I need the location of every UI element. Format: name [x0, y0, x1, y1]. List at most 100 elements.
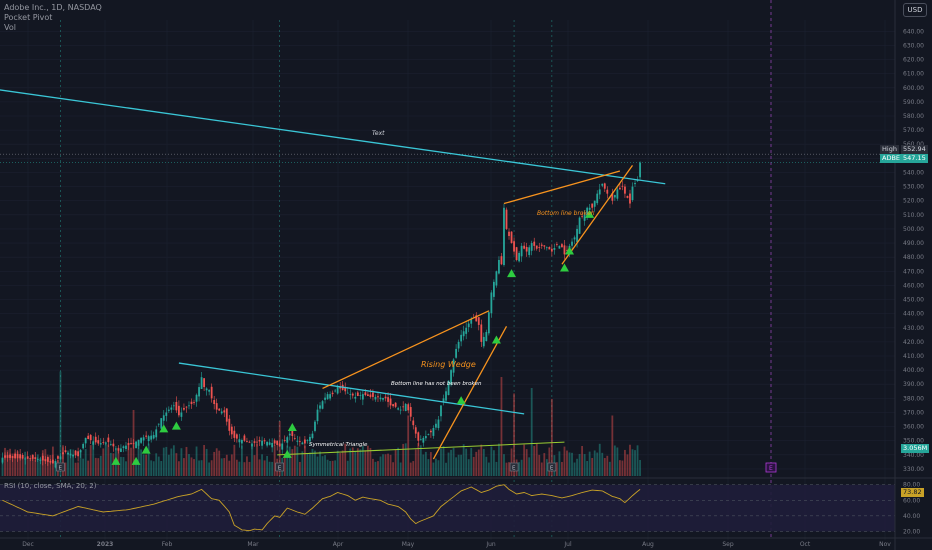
candle-body [298, 441, 301, 442]
trendline-recent-wedge-upper [503, 170, 621, 205]
candle-body [624, 186, 626, 194]
volume-bar [619, 460, 621, 476]
candle-body [150, 435, 153, 440]
candle-body [404, 404, 407, 412]
volume-bar [500, 377, 503, 476]
candle-body [44, 459, 47, 462]
volume-bar [87, 460, 90, 476]
volume-bar [482, 448, 485, 476]
earnings-marker [275, 462, 285, 472]
volume-bar [510, 448, 513, 476]
volume-bar [341, 450, 344, 476]
future-earnings-box[interactable] [765, 462, 777, 473]
x-tick-label: Jun [485, 541, 496, 548]
candle-body [611, 193, 614, 201]
candle-body [596, 193, 599, 204]
y-tick-label: 390.00 [903, 381, 924, 388]
volume-bar [89, 445, 92, 476]
volume-tag: 3.056M [901, 444, 930, 453]
future-earnings-label: E [769, 465, 773, 472]
annotation-bottom-not-broken[interactable]: Bottom line has not been broken [391, 381, 482, 387]
candle-body [435, 423, 437, 428]
volume-bar [591, 457, 594, 476]
candle-body [62, 452, 64, 455]
candle-body [185, 406, 188, 408]
symbol-title[interactable]: Adobe Inc., 1D, NASDAQ [4, 3, 102, 12]
candle-body [155, 429, 158, 438]
volume-bar [578, 453, 581, 476]
volume-bar [215, 448, 218, 476]
candle-body [319, 405, 321, 409]
annotation-symmetrical-triangle[interactable]: Symmetrical Triangle [309, 442, 368, 448]
candle-body [54, 461, 57, 468]
volume-bar [125, 461, 127, 476]
candle-body [198, 387, 200, 397]
candle-body [261, 440, 263, 446]
volume-bar [283, 453, 286, 476]
annotations: Text Bottom line broken Rising Wedge Bot… [4, 130, 777, 490]
candle-body [523, 245, 526, 249]
indicator-vol[interactable]: Vol [4, 23, 16, 32]
volume-bar [493, 450, 495, 476]
y-tick-label: 440.00 [903, 311, 924, 318]
earnings-marker-label: E [550, 466, 554, 472]
volume-bar [508, 462, 510, 476]
candle-body [482, 336, 485, 347]
volume-bar [631, 449, 634, 476]
candle-body [253, 441, 256, 443]
volume-bar [145, 454, 148, 476]
candle-body [220, 411, 223, 414]
x-tick-label: Oct [800, 541, 811, 548]
volume-bar [230, 454, 233, 476]
y-tick-label: 530.00 [903, 184, 924, 191]
candle-body [89, 434, 92, 441]
candle-body [243, 435, 246, 441]
rsi-tick-label: 20.00 [903, 528, 920, 535]
volume-bar [561, 461, 563, 476]
volume-bar [62, 445, 64, 476]
candle-body [256, 441, 258, 443]
candle-body [558, 245, 561, 249]
volume-bar [213, 451, 216, 476]
candle-body [432, 428, 435, 436]
candle-body [223, 410, 226, 413]
volume-bar [518, 462, 520, 476]
volume-bar [417, 443, 420, 476]
volume-bar [39, 458, 42, 476]
volume-bar [624, 449, 626, 476]
candle-body [213, 400, 216, 404]
grid-lines [0, 0, 895, 540]
volume-bar [402, 443, 405, 476]
volume-bar [120, 456, 122, 476]
candle-body [64, 450, 67, 452]
volume-bar [470, 447, 473, 476]
candle-body [540, 244, 543, 246]
volume-bar [528, 457, 531, 476]
candle-body [235, 434, 238, 439]
volume-bar [235, 459, 238, 476]
candle-body [490, 292, 493, 314]
volume-bar [79, 451, 82, 476]
pocket-pivot-arrow [131, 456, 141, 465]
earnings-marker [509, 462, 519, 472]
volume-bar [246, 456, 248, 476]
volume-bar [523, 444, 526, 476]
currency-button[interactable]: USD [903, 3, 927, 17]
candle-body [263, 440, 266, 442]
volume-bar [573, 462, 576, 476]
candle-body [588, 207, 591, 210]
candle-body [291, 430, 294, 436]
annotation-bottom-broken[interactable]: Bottom line broken [537, 210, 595, 217]
annotation-rising-wedge[interactable]: Rising Wedge [421, 360, 476, 369]
candle-body [553, 248, 556, 250]
indicator-pocket-pivot[interactable]: Pocket Pivot [4, 13, 53, 22]
candle-body [364, 392, 367, 396]
volume-bar [430, 452, 432, 476]
volume-bar [538, 454, 541, 476]
candle-body [29, 458, 32, 459]
volume-bar [596, 452, 599, 476]
annotation-text[interactable]: Text [372, 130, 385, 137]
candle-body [304, 439, 306, 444]
candle-body [77, 451, 79, 457]
